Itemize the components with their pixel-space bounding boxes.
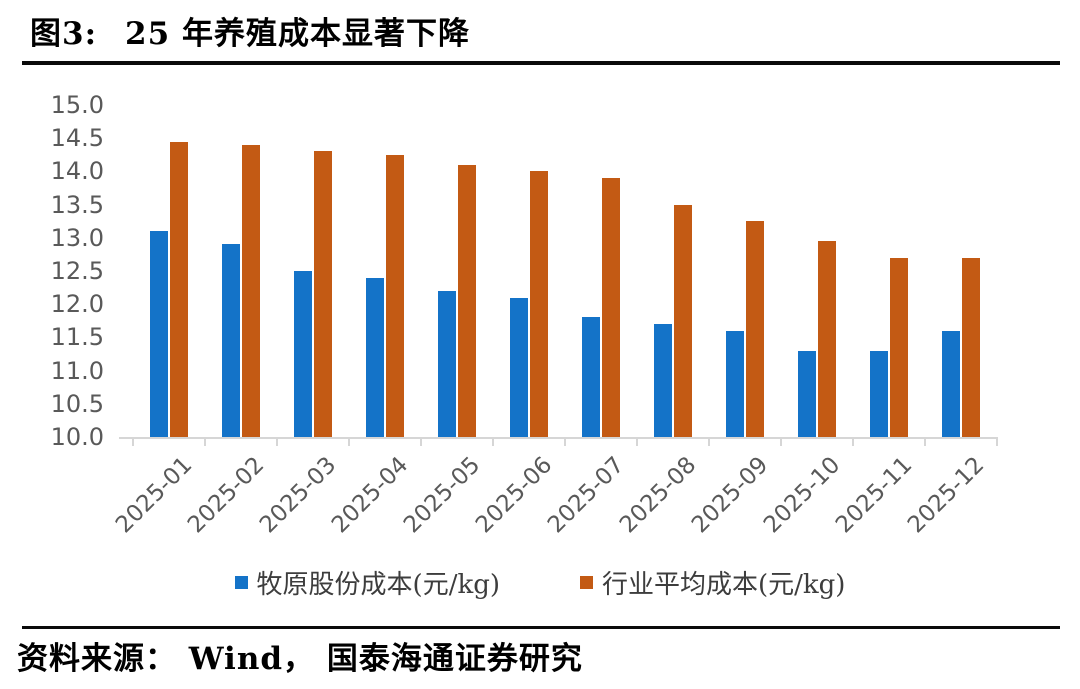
y-tick-label-12.5: 12.5 <box>50 257 104 285</box>
bar-group-2025-02 <box>205 105 277 437</box>
x-axis-tick <box>492 437 494 446</box>
bar-muyuan-2025-09 <box>726 330 744 437</box>
bar-group-2025-08 <box>637 105 709 437</box>
footer-divider <box>22 626 1060 629</box>
bar-group-2025-03 <box>277 105 349 437</box>
bar-industry-2025-05 <box>458 164 476 437</box>
plot-area <box>133 105 997 437</box>
x-axis-tick <box>780 437 782 446</box>
x-axis-tick <box>996 437 998 446</box>
x-axis-tick <box>852 437 854 446</box>
y-tick-label-11.0: 11.0 <box>50 356 104 385</box>
bar-group-2025-01 <box>133 105 205 437</box>
bar-group-2025-10 <box>781 105 853 437</box>
bar-group-2025-04 <box>349 105 421 437</box>
legend-label-industry: 行业平均成本(元/kg) <box>602 570 846 600</box>
figure-title-text: 25 年养殖成本显著下降 <box>125 16 470 52</box>
bar-muyuan-2025-11 <box>870 350 888 437</box>
bar-group-2025-05 <box>421 105 493 437</box>
bar-muyuan-2025-04 <box>366 277 384 437</box>
bar-industry-2025-11 <box>890 257 908 437</box>
legend-swatch-muyuan-icon <box>234 576 248 589</box>
bar-industry-2025-10 <box>818 241 836 437</box>
y-tick-label-14.0: 14.0 <box>50 157 104 186</box>
legend-label-muyuan: 牧原股份成本(元/kg) <box>256 570 500 600</box>
bar-industry-2025-09 <box>746 221 764 437</box>
bar-industry-2025-08 <box>674 204 692 437</box>
y-tick-label-13.5: 13.5 <box>50 190 104 219</box>
bar-muyuan-2025-01 <box>150 231 168 437</box>
x-axis-tick <box>924 437 926 446</box>
bar-group-2025-06 <box>493 105 565 437</box>
y-tick-label-11.5: 11.5 <box>50 323 104 352</box>
x-axis-tick <box>348 437 350 446</box>
bar-muyuan-2025-03 <box>294 271 312 437</box>
bar-industry-2025-04 <box>386 154 404 437</box>
source-line: 资料来源： Wind， 国泰海通证券研究 <box>17 641 583 677</box>
legend-item-muyuan: 牧原股份成本(元/kg) <box>234 564 500 601</box>
bar-group-2025-07 <box>565 105 637 437</box>
bar-industry-2025-03 <box>314 151 332 437</box>
x-axis-tick <box>276 437 278 446</box>
x-axis-line <box>119 437 997 439</box>
bar-industry-2025-06 <box>530 171 548 437</box>
legend-item-industry: 行业平均成本(元/kg) <box>580 564 845 601</box>
title-divider <box>22 61 1060 65</box>
y-tick-label-13.0: 13.0 <box>50 223 104 252</box>
bar-muyuan-2025-05 <box>438 290 456 437</box>
figure-title: 图3: 25 年养殖成本显著下降 <box>30 8 470 53</box>
bar-muyuan-2025-10 <box>798 350 816 437</box>
bar-muyuan-2025-06 <box>510 297 528 437</box>
bar-muyuan-2025-02 <box>222 244 240 437</box>
x-axis-tick <box>564 437 566 446</box>
bar-industry-2025-12 <box>962 257 980 437</box>
x-axis-tick <box>132 437 134 446</box>
x-axis-tick <box>708 437 710 446</box>
figure-label: 图3: <box>30 16 98 52</box>
x-axis-tick <box>204 437 206 446</box>
bar-industry-2025-02 <box>242 144 260 437</box>
y-tick-label-14.5: 14.5 <box>50 124 104 153</box>
bar-group-2025-11 <box>853 105 925 437</box>
bar-muyuan-2025-07 <box>582 317 600 437</box>
bar-industry-2025-07 <box>602 178 620 437</box>
bar-muyuan-2025-08 <box>654 324 672 437</box>
bar-industry-2025-01 <box>170 141 188 437</box>
bar-muyuan-2025-12 <box>942 330 960 437</box>
legend-swatch-industry-icon <box>580 576 593 589</box>
y-tick-label-15.0: 15.0 <box>50 91 104 119</box>
y-tick-label-12.0: 12.0 <box>50 290 104 319</box>
y-tick-label-10.5: 10.5 <box>50 389 104 418</box>
chart-legend: 牧原股份成本(元/kg) 行业平均成本(元/kg) <box>0 564 1080 601</box>
bar-group-2025-09 <box>709 105 781 437</box>
x-axis-tick <box>636 437 638 446</box>
y-tick-label-10.0: 10.0 <box>50 423 104 451</box>
bar-group-2025-12 <box>925 105 997 437</box>
x-axis-tick <box>420 437 422 446</box>
